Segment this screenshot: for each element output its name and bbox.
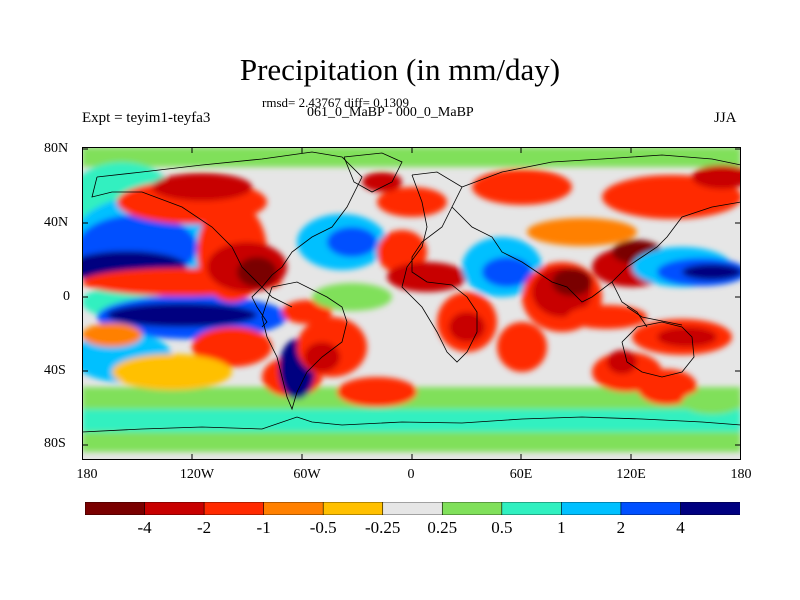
colorbar-swatch (382, 502, 443, 515)
y-tick-label: 40N (44, 215, 69, 230)
colorbar-swatch (680, 502, 740, 515)
colorbar-label: 1 (557, 518, 566, 537)
season-label: JJA (714, 110, 737, 126)
colorbar-swatch (263, 502, 324, 515)
y-tick-label: 80N (44, 141, 69, 156)
periods-text: 061_0_MaBP - 000_0_MaBP (307, 105, 474, 120)
y-tick-label: 40S (44, 363, 66, 378)
colorbar-swatch (203, 502, 265, 515)
colorbar-swatch (501, 502, 562, 515)
x-tick-label: 60E (509, 467, 533, 482)
colorbar-swatch (441, 502, 503, 515)
colorbar-swatch (144, 502, 205, 515)
x-tick-label: 120W (179, 467, 215, 482)
x-tick-label: 0 (407, 467, 415, 482)
colorbar-label: 0.25 (427, 518, 458, 537)
colorbar-swatch (85, 502, 146, 515)
colorbar-label: 2 (616, 518, 626, 537)
map-ticks (82, 147, 741, 460)
continent-outlines (82, 151, 741, 433)
experiment-label: Expt = teyim1-teyfa3 (82, 110, 211, 126)
colorbar-label: 4 (676, 518, 685, 537)
x-tick-label: 180 (76, 467, 98, 482)
colorbar-label: -0.5 (309, 518, 337, 537)
y-tick-label: 80S (44, 436, 66, 451)
y-tick-label: 0 (63, 289, 70, 304)
colorbar-swatch (561, 502, 622, 515)
colorbar-swatch (322, 502, 384, 515)
x-tick-label: 60W (293, 467, 321, 482)
stats-text: rmsd= 2.43767 diff= 0.1309 (262, 95, 409, 110)
chart-title: Precipitation (in mm/day) (239, 52, 561, 87)
colorbar-label: -0.25 (365, 518, 401, 537)
colorbar-label: 0.5 (491, 518, 513, 537)
precip-anomaly-field (82, 147, 741, 452)
colorbar-label: -4 (137, 518, 152, 537)
colorbar-swatch (620, 502, 682, 515)
x-tick-label: 120E (616, 467, 646, 482)
colorbar-label: -2 (196, 518, 212, 537)
precipitation-map (82, 147, 741, 460)
colorbar-label: -1 (256, 518, 271, 537)
colorbar (85, 502, 740, 515)
x-tick-label: 180 (730, 467, 752, 482)
